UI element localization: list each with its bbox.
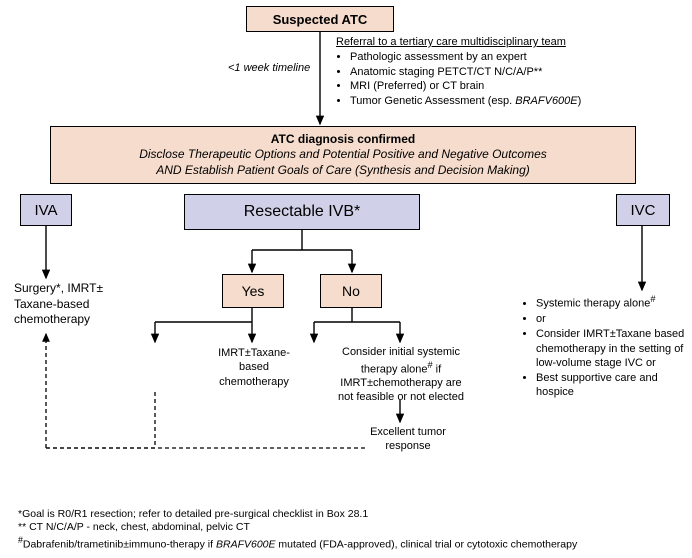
yes-outcome-text: IMRT±Taxane- based chemotherapy (208, 346, 300, 389)
referral-bullets: Pathologic assessment by an expert Anato… (336, 51, 656, 109)
no-outcome-text: Consider initial systemic therapy alone#… (316, 346, 486, 405)
node-confirmed: ATC diagnosis confirmed Disclose Therape… (50, 126, 636, 184)
node-suspected-atc: Suspected ATC (246, 6, 394, 32)
surgery-text: Surgery*, IMRT± Taxane-based chemotherap… (14, 281, 103, 328)
referral-bullet: MRI (Preferred) or CT brain (350, 80, 656, 94)
node-resectable: Resectable IVB* (184, 194, 420, 230)
referral-bullet: Tumor Genetic Assessment (esp. BRAFV600E… (350, 95, 656, 109)
node-iva: IVA (20, 194, 72, 226)
confirmed-title: ATC diagnosis confirmed (271, 132, 415, 148)
ivc-bullet: Consider IMRT±Taxane based chemotherapy … (536, 327, 686, 370)
timeline-label: <1 week timeline (228, 62, 310, 74)
footnotes: *Goal is R0/R1 resection; refer to detai… (18, 508, 577, 552)
confirmed-line3: AND Establish Patient Goals of Care (Syn… (156, 163, 530, 179)
node-ivc: IVC (616, 194, 670, 226)
referral-bullet: Anatomic staging PETCT/CT N/C/A/P** (350, 66, 656, 80)
suspected-label: Suspected ATC (273, 12, 368, 27)
footnote: #Dabrafenib/trametinib±immuno-therapy if… (18, 535, 577, 552)
ivc-bullet: or (536, 312, 686, 326)
ivc-bullets: Systemic therapy alone# or Consider IMRT… (522, 294, 686, 401)
referral-title: Referral to a tertiary care multidiscipl… (336, 36, 656, 50)
ivc-bullet: Systemic therapy alone# (536, 294, 686, 311)
node-yes: Yes (222, 274, 284, 308)
confirmed-line2: Disclose Therapeutic Options and Potenti… (139, 147, 547, 163)
footnote: ** CT N/C/A/P - neck, chest, abdominal, … (18, 521, 577, 535)
node-no: No (320, 274, 382, 308)
excellent-response-text: Excellent tumor response (358, 426, 458, 454)
referral-block: Referral to a tertiary care multidiscipl… (336, 36, 656, 110)
ivc-bullet: Best supportive care and hospice (536, 371, 686, 400)
referral-bullet: Pathologic assessment by an expert (350, 51, 656, 65)
footnote: *Goal is R0/R1 resection; refer to detai… (18, 508, 577, 522)
